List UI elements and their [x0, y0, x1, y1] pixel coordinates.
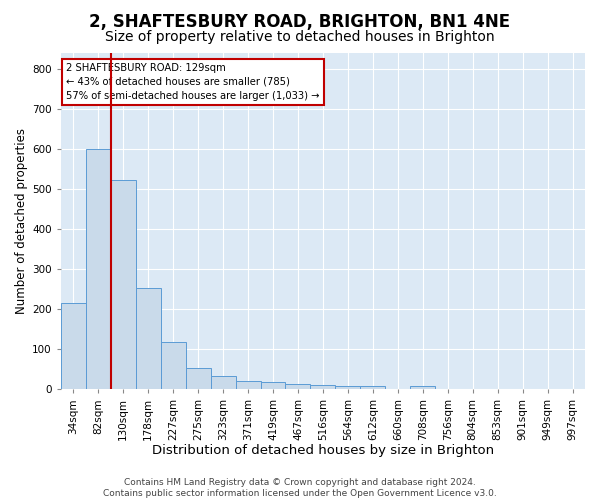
- Bar: [335, 386, 361, 389]
- Bar: [136, 288, 161, 389]
- X-axis label: Distribution of detached houses by size in Brighton: Distribution of detached houses by size …: [152, 444, 494, 458]
- Y-axis label: Number of detached properties: Number of detached properties: [15, 128, 28, 314]
- Bar: [161, 342, 185, 389]
- Bar: [361, 386, 385, 389]
- Bar: [286, 384, 310, 389]
- Text: Contains HM Land Registry data © Crown copyright and database right 2024.
Contai: Contains HM Land Registry data © Crown c…: [103, 478, 497, 498]
- Bar: [410, 386, 435, 389]
- Bar: [211, 376, 236, 389]
- Bar: [111, 180, 136, 389]
- Text: 2 SHAFTESBURY ROAD: 129sqm
← 43% of detached houses are smaller (785)
57% of sem: 2 SHAFTESBURY ROAD: 129sqm ← 43% of deta…: [66, 62, 320, 100]
- Bar: [185, 368, 211, 389]
- Text: 2, SHAFTESBURY ROAD, BRIGHTON, BN1 4NE: 2, SHAFTESBURY ROAD, BRIGHTON, BN1 4NE: [89, 12, 511, 30]
- Text: Size of property relative to detached houses in Brighton: Size of property relative to detached ho…: [105, 30, 495, 44]
- Bar: [61, 303, 86, 389]
- Bar: [260, 382, 286, 389]
- Bar: [236, 381, 260, 389]
- Bar: [310, 385, 335, 389]
- Bar: [86, 148, 111, 389]
